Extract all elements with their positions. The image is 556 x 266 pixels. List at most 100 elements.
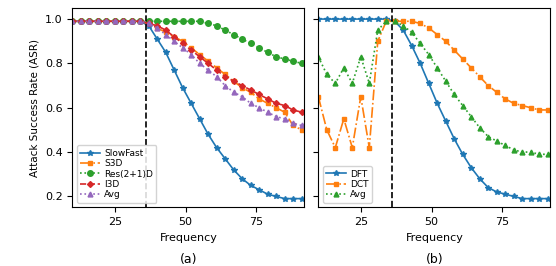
- Avg: [95, 20, 101, 23]
- I3D: [103, 20, 110, 23]
- Avg: [256, 106, 262, 109]
- Res(2+1)D: [103, 20, 110, 23]
- DFT: [400, 28, 406, 32]
- DCT: [349, 146, 356, 149]
- DCT: [510, 102, 517, 105]
- Res(2+1)D: [77, 20, 84, 23]
- DCT: [443, 40, 449, 43]
- S3D: [205, 60, 211, 63]
- I3D: [196, 55, 203, 58]
- DCT: [400, 20, 406, 23]
- DCT: [527, 106, 534, 109]
- Res(2+1)D: [162, 20, 169, 23]
- Y-axis label: Attack Success Rate (ASR): Attack Success Rate (ASR): [29, 39, 39, 177]
- DCT: [459, 57, 466, 61]
- SlowFast: [205, 133, 211, 136]
- DCT: [425, 26, 432, 30]
- Avg: [281, 117, 288, 120]
- Line: S3D: S3D: [70, 19, 304, 132]
- Avg: [400, 24, 406, 27]
- S3D: [196, 53, 203, 56]
- Avg: [383, 20, 390, 23]
- SlowFast: [256, 188, 262, 191]
- S3D: [256, 97, 262, 101]
- SlowFast: [162, 51, 169, 54]
- Res(2+1)D: [298, 62, 305, 65]
- Res(2+1)D: [281, 57, 288, 61]
- DFT: [340, 18, 347, 21]
- SlowFast: [120, 20, 127, 23]
- Text: (a): (a): [180, 253, 197, 266]
- Avg: [324, 73, 330, 76]
- Line: Avg: Avg: [316, 19, 550, 157]
- S3D: [171, 35, 177, 38]
- SlowFast: [86, 20, 93, 23]
- S3D: [77, 20, 84, 23]
- Avg: [485, 135, 492, 138]
- DFT: [451, 137, 458, 140]
- I3D: [111, 20, 118, 23]
- Avg: [69, 20, 76, 23]
- Res(2+1)D: [290, 60, 296, 63]
- S3D: [145, 22, 152, 25]
- Avg: [137, 20, 143, 23]
- Avg: [358, 55, 364, 58]
- Res(2+1)D: [95, 20, 101, 23]
- Legend: DFT, DCT, Avg: DFT, DCT, Avg: [323, 166, 372, 203]
- DFT: [527, 197, 534, 200]
- DFT: [417, 62, 424, 65]
- Res(2+1)D: [154, 20, 161, 23]
- Avg: [273, 115, 280, 118]
- SlowFast: [298, 197, 305, 200]
- SlowFast: [239, 177, 245, 180]
- S3D: [222, 73, 229, 76]
- Res(2+1)D: [214, 24, 220, 27]
- SlowFast: [222, 157, 229, 160]
- Avg: [409, 31, 415, 34]
- Avg: [196, 62, 203, 65]
- Res(2+1)D: [264, 51, 271, 54]
- I3D: [188, 48, 195, 52]
- Avg: [425, 53, 432, 56]
- SlowFast: [281, 197, 288, 200]
- I3D: [222, 75, 229, 78]
- S3D: [86, 20, 93, 23]
- Avg: [103, 20, 110, 23]
- S3D: [154, 26, 161, 30]
- Avg: [205, 68, 211, 72]
- I3D: [154, 24, 161, 27]
- Avg: [264, 111, 271, 114]
- Res(2+1)D: [171, 20, 177, 23]
- Avg: [476, 126, 483, 129]
- Avg: [86, 20, 93, 23]
- S3D: [247, 91, 254, 94]
- I3D: [230, 80, 237, 83]
- Avg: [434, 66, 440, 69]
- DCT: [519, 104, 525, 107]
- SlowFast: [103, 20, 110, 23]
- S3D: [162, 31, 169, 34]
- Avg: [493, 139, 500, 143]
- Res(2+1)D: [111, 20, 118, 23]
- DFT: [324, 18, 330, 21]
- Res(2+1)D: [188, 20, 195, 23]
- Line: I3D: I3D: [70, 19, 304, 114]
- Avg: [519, 151, 525, 154]
- Res(2+1)D: [230, 33, 237, 36]
- Avg: [451, 93, 458, 96]
- DCT: [451, 48, 458, 52]
- SlowFast: [95, 20, 101, 23]
- Res(2+1)D: [69, 20, 76, 23]
- Line: DCT: DCT: [316, 19, 550, 150]
- Avg: [443, 80, 449, 83]
- Avg: [247, 102, 254, 105]
- Avg: [111, 20, 118, 23]
- S3D: [137, 20, 143, 23]
- S3D: [230, 80, 237, 83]
- Avg: [459, 104, 466, 107]
- DCT: [374, 40, 381, 43]
- SlowFast: [128, 20, 135, 23]
- I3D: [95, 20, 101, 23]
- Line: DFT: DFT: [316, 16, 550, 201]
- DFT: [485, 186, 492, 189]
